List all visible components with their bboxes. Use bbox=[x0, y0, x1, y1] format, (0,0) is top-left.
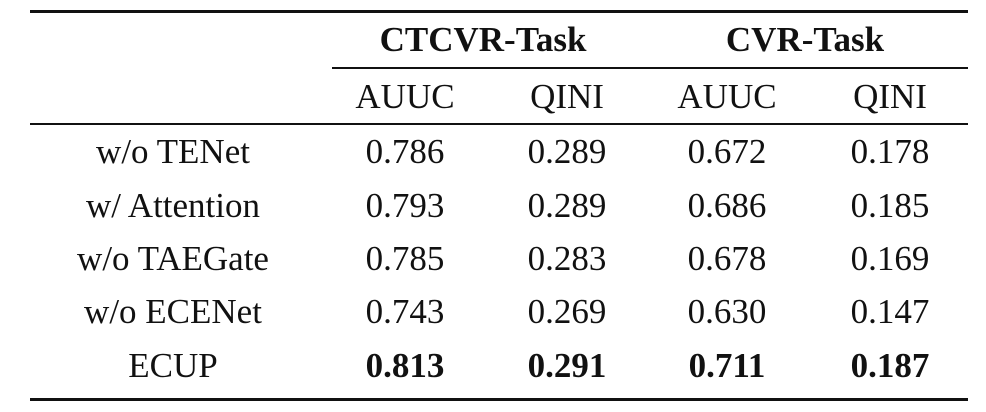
table-cell: 0.711 bbox=[688, 346, 766, 385]
column-header: QINI bbox=[530, 77, 604, 116]
column-header: AUUC bbox=[677, 77, 777, 116]
row-label: w/o TAEGate bbox=[77, 239, 269, 278]
table-cell: 0.793 bbox=[365, 186, 445, 225]
row-label: w/o TENet bbox=[96, 132, 250, 171]
group-header: CTCVR-Task bbox=[379, 20, 587, 59]
table-cell: 0.291 bbox=[527, 346, 607, 385]
table-cell: 0.743 bbox=[365, 292, 445, 331]
table-cell: 0.813 bbox=[365, 346, 445, 385]
table-cell: 0.630 bbox=[687, 292, 767, 331]
table-cell: 0.678 bbox=[687, 239, 767, 278]
table-cell: 0.672 bbox=[687, 132, 767, 171]
table-cell: 0.283 bbox=[527, 239, 607, 278]
column-header: QINI bbox=[853, 77, 927, 116]
table-cell: 0.786 bbox=[365, 132, 445, 171]
table-cell: 0.147 bbox=[850, 292, 930, 331]
table-cell: 0.785 bbox=[365, 239, 445, 278]
table-cell: 0.289 bbox=[527, 132, 607, 171]
table-cell: 0.686 bbox=[687, 186, 767, 225]
bottom-rule bbox=[30, 398, 968, 401]
column-header: AUUC bbox=[355, 77, 455, 116]
table-cell: 0.178 bbox=[850, 132, 930, 171]
table-cell: 0.169 bbox=[850, 239, 930, 278]
top-rule bbox=[30, 10, 968, 13]
row-label: w/o ECENet bbox=[84, 292, 262, 331]
table-cell: 0.269 bbox=[527, 292, 607, 331]
group-header: CVR-Task bbox=[725, 20, 885, 59]
table-cell: 0.187 bbox=[850, 346, 930, 385]
table-cell: 0.185 bbox=[850, 186, 930, 225]
header-rule bbox=[30, 123, 968, 125]
row-label: w/ Attention bbox=[85, 186, 261, 225]
row-label: ECUP bbox=[128, 346, 218, 385]
table-cell: 0.289 bbox=[527, 186, 607, 225]
group-rule bbox=[332, 67, 968, 69]
